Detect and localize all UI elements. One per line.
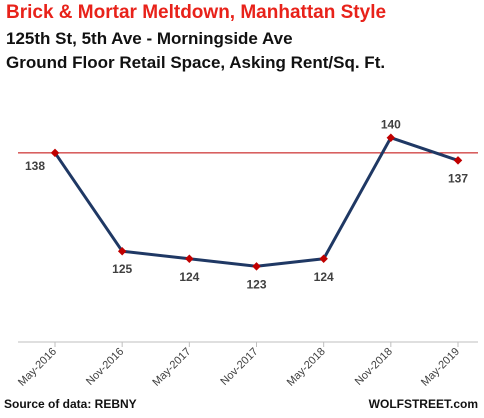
x-tick-label: May-2018: [285, 346, 328, 389]
x-tick-label: May-2019: [419, 346, 462, 389]
x-tick-label: Nov-2016: [84, 346, 126, 388]
chart-subtitle-metric: Ground Floor Retail Space, Asking Rent/S…: [6, 53, 386, 72]
series-line: [53, 136, 459, 268]
x-tick-label: May-2017: [150, 346, 193, 389]
publisher-brand: WOLFSTREET.com: [368, 397, 478, 411]
data-label: 125: [112, 262, 132, 276]
data-label: 124: [314, 270, 334, 284]
x-tick-label: May-2016: [16, 346, 59, 389]
chart-subtitle-location: 125th St, 5th Ave - Morningside Ave: [6, 29, 293, 48]
x-tick-label: Nov-2018: [353, 346, 395, 388]
data-label: 123: [246, 277, 266, 291]
data-point-marker: [117, 246, 127, 256]
data-point-marker: [185, 254, 194, 264]
data-point-marker: [386, 133, 396, 142]
x-tick-label: Nov-2017: [218, 346, 260, 388]
data-source-note: Source of data: REBNY: [4, 397, 137, 411]
data-point-marker: [252, 262, 261, 271]
data-label: 138: [25, 159, 45, 173]
data-label: 140: [381, 118, 401, 132]
data-point-marker: [50, 148, 60, 158]
chart-title: Brick & Mortar Meltdown, Manhattan Style: [6, 2, 387, 23]
data-label: 124: [179, 270, 199, 284]
data-point-marker: [453, 156, 463, 165]
data-point-marker: [319, 254, 328, 264]
data-label: 137: [448, 171, 468, 185]
